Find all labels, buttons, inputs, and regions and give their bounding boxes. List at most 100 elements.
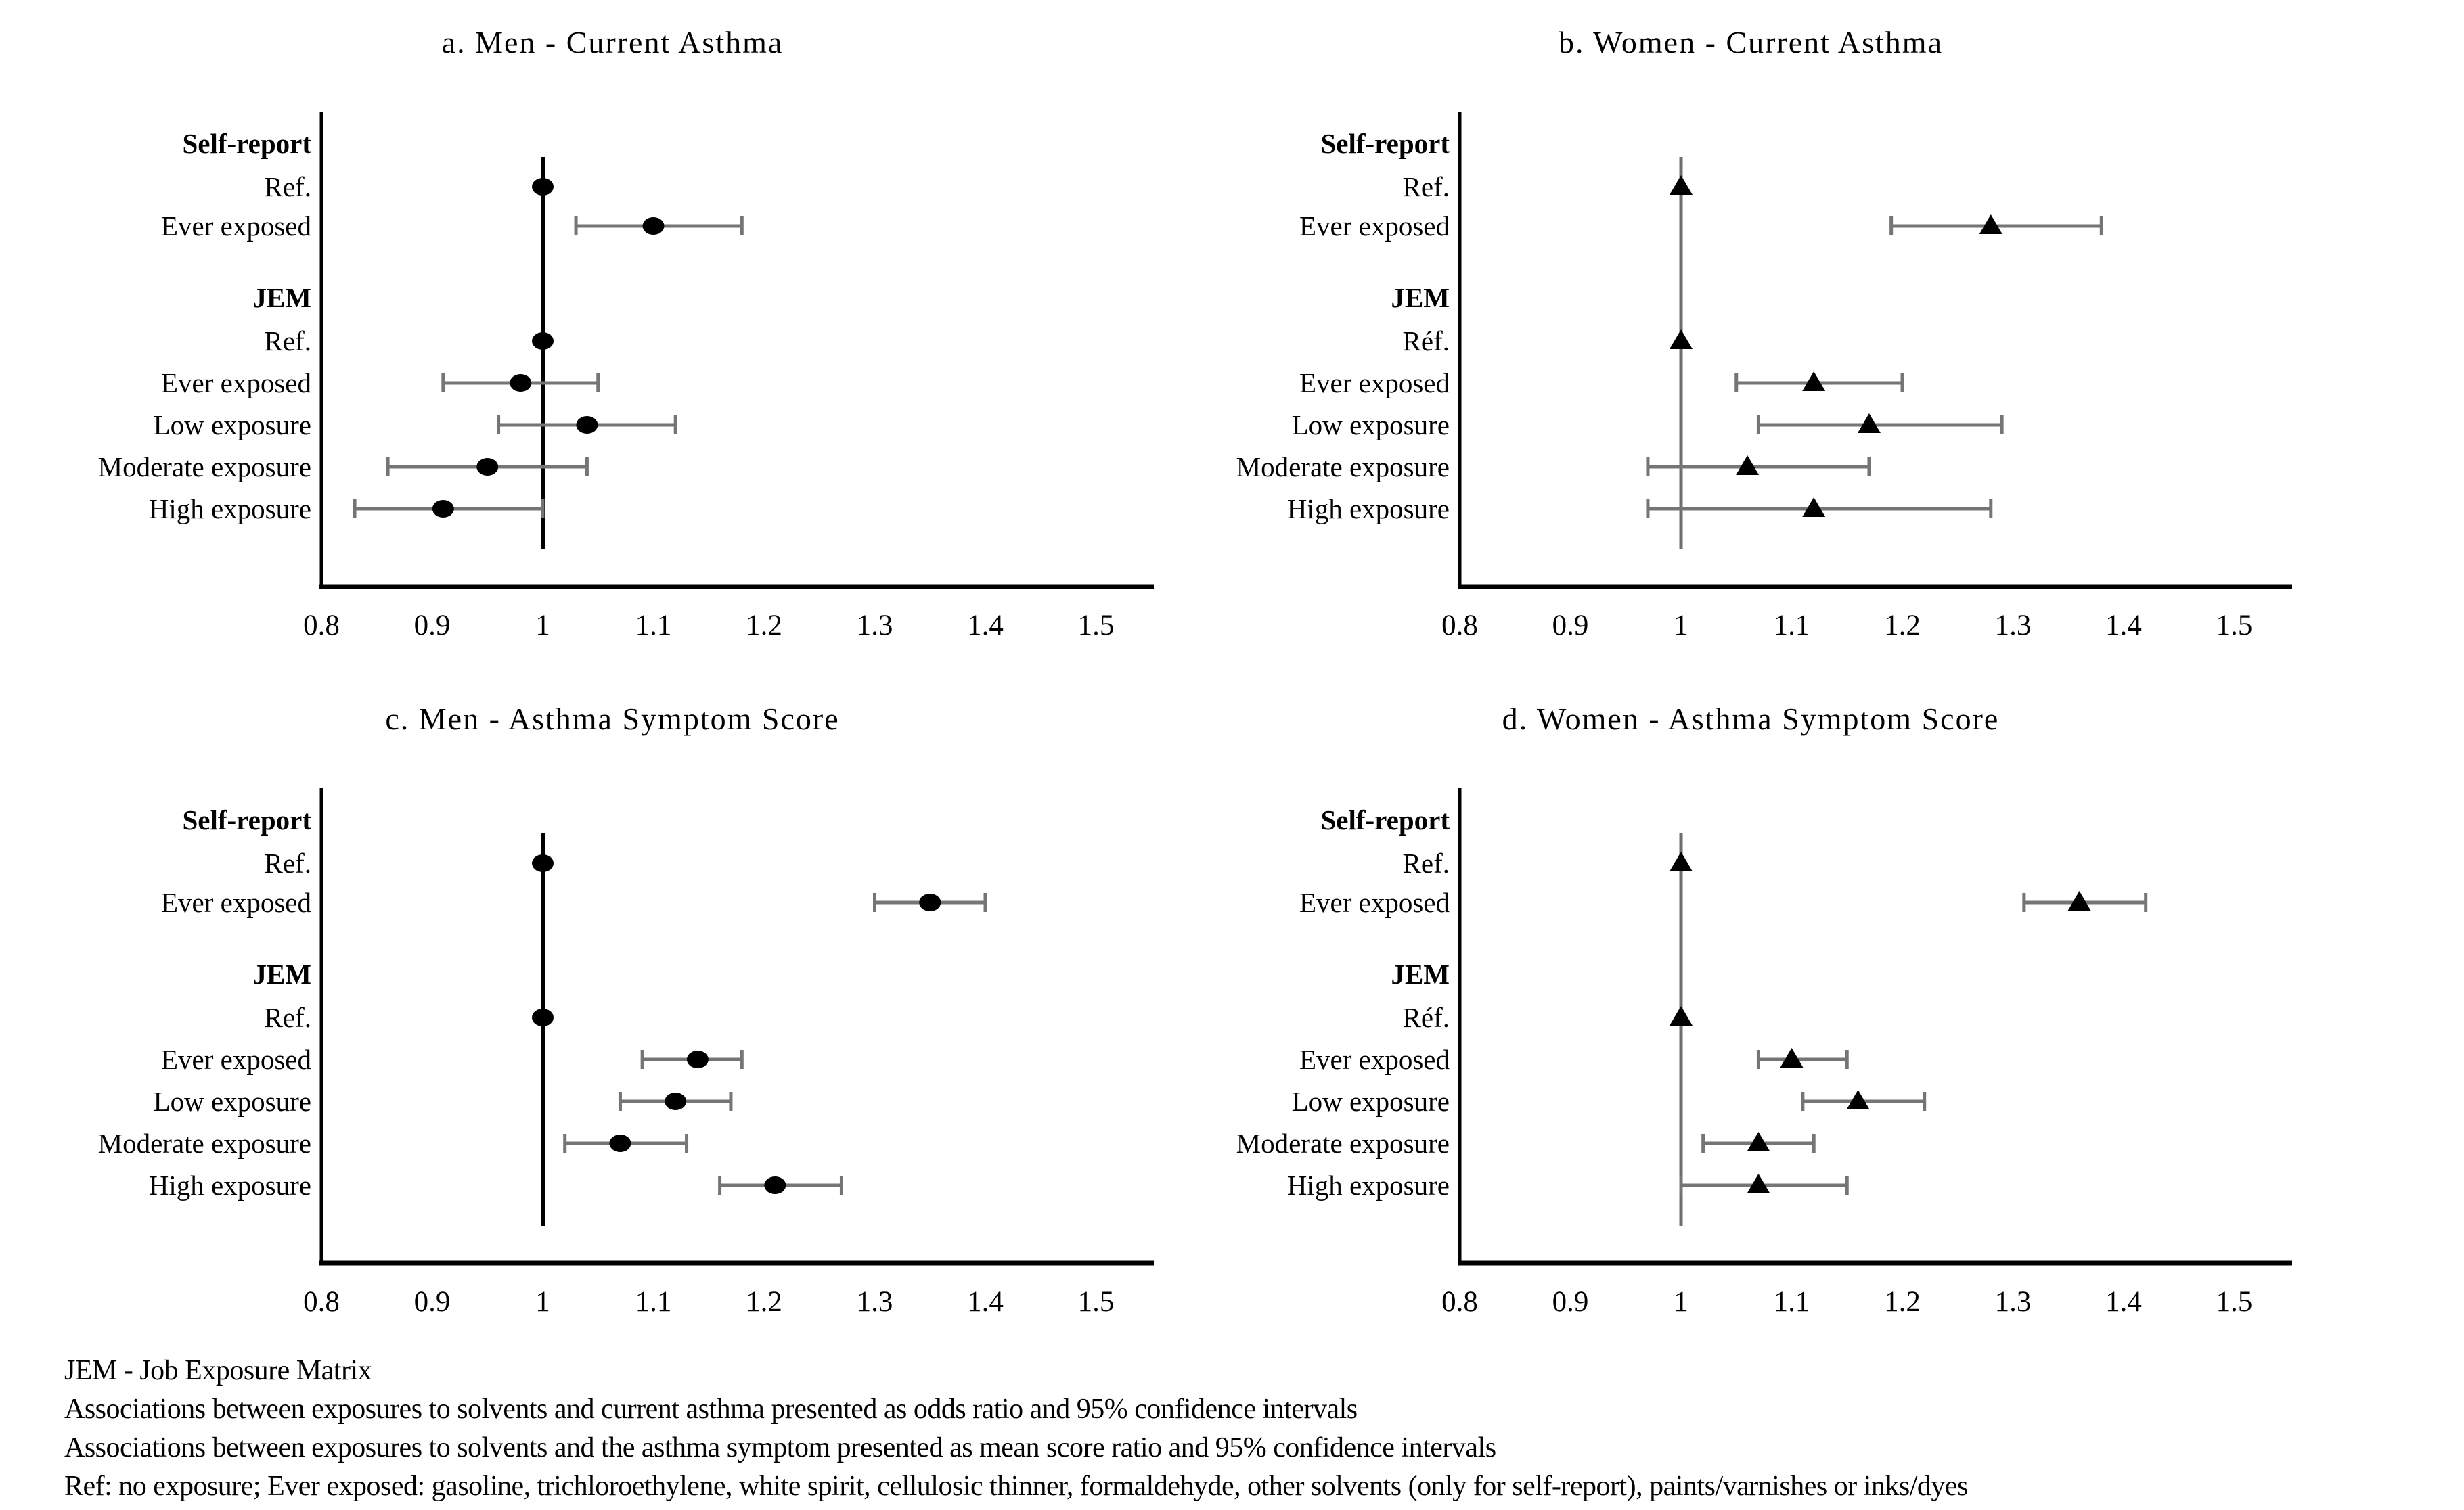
- triangle-marker: [1747, 1132, 1770, 1151]
- x-tick-label: 1.5: [2216, 610, 2253, 641]
- row-header-label: JEM: [252, 959, 311, 990]
- triangle-marker: [1747, 1174, 1770, 1193]
- x-tick-label: 1.3: [857, 1286, 893, 1318]
- footnote-line: Associations between exposures to solven…: [64, 1432, 1496, 1463]
- x-tick-label: 0.8: [303, 610, 340, 641]
- panel-men-asthma-symptom-score: c. Men - Asthma Symptom Score 0.8 0.9 1 1.1…: [37, 677, 1188, 1329]
- x-tick-label: 0.9: [1552, 1286, 1589, 1318]
- x-tick-label: 1.2: [746, 1286, 782, 1318]
- x-tick-label: 0.8: [1441, 1286, 1478, 1318]
- row-label: Moderate exposure: [1236, 1128, 1450, 1159]
- row-label: Ref.: [1403, 848, 1450, 879]
- row-label: Ever exposed: [1299, 367, 1450, 398]
- circle-marker: [686, 1051, 709, 1068]
- circle-marker: [665, 1093, 687, 1110]
- row-label: Low exposure: [154, 1086, 311, 1117]
- forest-plot: 0.8 0.9 1 1.1 1.2 1.3 1.4 1.5 Self-report Ref. Eve…: [98, 788, 1154, 1318]
- row-header-label: Self-report: [1320, 128, 1450, 159]
- row-header-label: JEM: [252, 282, 311, 313]
- row-label: Moderate exposure: [98, 451, 311, 482]
- x-tick-label: 0.8: [1441, 610, 1478, 641]
- triangle-marker: [1736, 455, 1760, 475]
- row-label: Ref.: [265, 1002, 311, 1033]
- row-label: Ever exposed: [161, 367, 311, 398]
- circle-marker: [642, 217, 665, 235]
- x-tick-label: 1: [535, 1286, 550, 1318]
- row-label: Low exposure: [1292, 1086, 1450, 1117]
- row-label: High exposure: [149, 493, 311, 524]
- x-tick-label: 1.5: [1078, 1286, 1115, 1318]
- x-tick-label: 1.1: [635, 610, 672, 641]
- x-tick-label: 1.3: [1995, 1286, 2032, 1318]
- forest-plot: 0.8 0.9 1 1.1 1.2 1.3 1.4 1.5 Self-report Ref. Eve…: [1236, 112, 2292, 641]
- x-tick-label: 1: [535, 610, 550, 641]
- triangle-marker: [1670, 329, 1693, 349]
- x-tick-label: 1: [1674, 610, 1688, 641]
- row-header-label: Self-report: [182, 804, 311, 836]
- footnote-line: Associations between exposures to solven…: [64, 1394, 1358, 1425]
- row-label: Low exposure: [154, 409, 311, 440]
- circle-marker: [919, 894, 941, 911]
- circle-marker: [576, 416, 598, 434]
- circle-marker: [764, 1176, 786, 1194]
- circle-marker: [476, 458, 499, 476]
- panel-title: b. Women - Current Asthma: [1559, 25, 1943, 60]
- x-tick-label: 1.1: [635, 1286, 672, 1318]
- row-label: Ever exposed: [1299, 1044, 1450, 1075]
- x-tick-label: 1.1: [1774, 1286, 1810, 1318]
- circle-marker: [432, 500, 454, 518]
- x-tick-label: 1.4: [967, 610, 1004, 641]
- x-tick-label: 1.4: [2105, 610, 2142, 641]
- row-label: Ever exposed: [1299, 210, 1450, 242]
- x-tick-label: 1.3: [1995, 610, 2032, 641]
- row-label: Ref.: [265, 171, 311, 202]
- footnote-line: JEM - Job Exposure Matrix: [64, 1355, 372, 1386]
- circle-marker: [532, 178, 554, 196]
- row-label: Ref.: [1403, 171, 1450, 202]
- x-tick-label: 1.4: [2105, 1286, 2142, 1318]
- circle-marker: [532, 332, 554, 350]
- row-label: Réf.: [1403, 1002, 1450, 1033]
- x-tick-label: 1.2: [1884, 1286, 1921, 1318]
- x-tick-label: 1.5: [2216, 1286, 2253, 1318]
- panel-title: d. Women - Asthma Symptom Score: [1502, 702, 2000, 736]
- row-header-label: Self-report: [182, 128, 311, 159]
- triangle-marker: [1670, 852, 1693, 871]
- x-tick-label: 0.9: [414, 1286, 451, 1318]
- row-header-label: Self-report: [1320, 804, 1450, 836]
- x-tick-label: 0.8: [303, 1286, 340, 1318]
- triangle-marker: [1979, 214, 2002, 234]
- circle-marker: [609, 1135, 631, 1152]
- triangle-marker: [1670, 175, 1693, 195]
- row-label: Ever exposed: [1299, 887, 1450, 918]
- triangle-marker: [2067, 891, 2091, 911]
- row-label: Moderate exposure: [98, 1128, 311, 1159]
- triangle-marker: [1802, 497, 1826, 517]
- row-label: Ever exposed: [161, 1044, 311, 1075]
- forest-plot: 0.8 0.9 1 1.1 1.2 1.3 1.4 1.5 Self-report Ref. Eve…: [1236, 788, 2292, 1318]
- panel-women-current-asthma: b. Women - Current Asthma 0.8 0.9 1 1.1 1.2 1…: [1175, 0, 2326, 653]
- triangle-marker: [1846, 1090, 1870, 1109]
- forest-plot: 0.8 0.9 1 1.1 1.2 1.3 1.4 1.5 Self-report Ref. Eve…: [98, 112, 1154, 641]
- row-label: High exposure: [149, 1170, 311, 1201]
- x-tick-label: 1.3: [857, 610, 893, 641]
- row-label: Low exposure: [1292, 409, 1450, 440]
- x-tick-label: 1.2: [1884, 610, 1921, 641]
- row-label: Ref.: [265, 325, 311, 357]
- row-label: High exposure: [1287, 493, 1450, 524]
- row-label: Ever exposed: [161, 887, 311, 918]
- row-label: Réf.: [1403, 325, 1450, 357]
- x-tick-label: 1.2: [746, 610, 782, 641]
- row-label: Moderate exposure: [1236, 451, 1450, 482]
- x-tick-label: 0.9: [414, 610, 451, 641]
- row-label: Ref.: [265, 848, 311, 879]
- panel-title: c. Men - Asthma Symptom Score: [385, 702, 840, 736]
- footnote-line: Ref: no exposure; Ever exposed: gasoline…: [64, 1471, 1968, 1502]
- x-tick-label: 0.9: [1552, 610, 1589, 641]
- circle-marker: [510, 374, 532, 392]
- x-tick-label: 1: [1674, 1286, 1688, 1318]
- panel-women-asthma-symptom-score: d. Women - Asthma Symptom Score 0.8 0.9 1 1…: [1175, 677, 2326, 1329]
- panel-title: a. Men - Current Asthma: [441, 25, 784, 60]
- circle-marker: [532, 854, 554, 872]
